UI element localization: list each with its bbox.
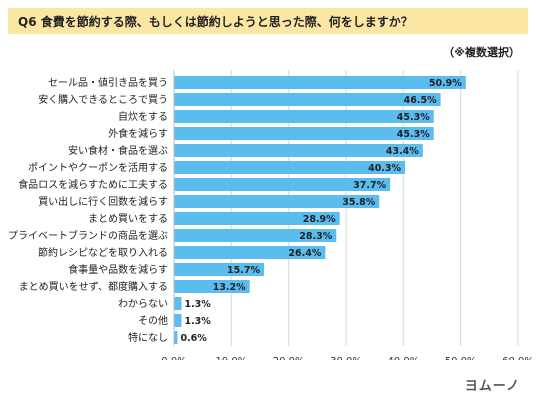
bar-chart: 0.0% 10.0% 20.0% 30.0% 40.0% 50.0% 60.0% セール品・値… bbox=[8, 70, 534, 360]
value-label: 0.6% bbox=[180, 333, 207, 344]
category-label: 安い食材・食品を選ぶ bbox=[68, 144, 168, 157]
bar bbox=[174, 297, 182, 310]
category-label: 自炊をする bbox=[118, 110, 168, 123]
bar bbox=[174, 161, 406, 174]
value-label: 1.3% bbox=[184, 316, 211, 327]
x-tick-label: 50.0% bbox=[445, 356, 477, 360]
category-label: セール品・値引き品を買う bbox=[48, 76, 168, 89]
bar bbox=[174, 195, 380, 208]
category-label: ポイントやクーポンを活用する bbox=[28, 162, 168, 174]
value-label: 46.5% bbox=[404, 95, 437, 106]
bar bbox=[174, 110, 434, 123]
value-label: 28.3% bbox=[299, 231, 332, 242]
value-label: 35.8% bbox=[342, 197, 375, 208]
bar bbox=[174, 246, 326, 259]
category-label: 買い出しに行く回数を減らす bbox=[38, 195, 168, 208]
value-label: 45.3% bbox=[397, 129, 430, 140]
category-label: まとめ買いをせず、都度購入する bbox=[19, 280, 168, 293]
value-label: 28.9% bbox=[303, 214, 336, 225]
bar bbox=[174, 212, 340, 225]
category-label: その他 bbox=[138, 314, 168, 327]
value-label: 50.9% bbox=[429, 78, 462, 89]
bar bbox=[174, 76, 466, 89]
value-label: 13.2% bbox=[213, 282, 246, 293]
bar bbox=[174, 127, 434, 140]
category-label: まとめ買いをする bbox=[88, 213, 168, 225]
bar bbox=[174, 280, 250, 293]
value-label: 15.7% bbox=[227, 265, 260, 276]
bar bbox=[174, 331, 178, 344]
chart-title: Q6 食費を節約する際、もしくは節約しようと思った際、何をしますか？ bbox=[18, 15, 413, 29]
x-tick-label: 60.0% bbox=[502, 356, 534, 360]
category-label: 特になし bbox=[128, 332, 168, 344]
chart-subtitle: （※複数選択） bbox=[443, 46, 520, 59]
x-tick-label: 20.0% bbox=[273, 356, 305, 360]
category-label: 食事量や品数を減らす bbox=[68, 263, 168, 276]
x-tick-label: 0.0% bbox=[161, 356, 186, 360]
value-label: 37.7% bbox=[353, 180, 386, 191]
bar bbox=[174, 229, 337, 242]
value-label: 43.4% bbox=[386, 146, 419, 157]
value-label: 40.3% bbox=[368, 163, 401, 174]
category-label: プライベートブランドの商品を選ぶ bbox=[8, 229, 168, 242]
value-label: 1.3% bbox=[184, 299, 211, 310]
category-label: 食品ロスを減らすために工夫する bbox=[18, 178, 168, 191]
category-label: 外食を減らす bbox=[108, 127, 168, 140]
x-tick-label: 10.0% bbox=[215, 356, 247, 360]
bar bbox=[174, 93, 441, 106]
category-label: 安く購入できるところで買う bbox=[38, 93, 168, 106]
bar bbox=[174, 144, 423, 157]
value-label: 45.3% bbox=[397, 112, 430, 123]
x-tick-label: 40.0% bbox=[387, 356, 419, 360]
brand-logo: ヨムーノ bbox=[464, 379, 520, 394]
value-label: 26.4% bbox=[288, 248, 321, 259]
bar bbox=[174, 178, 391, 191]
bar bbox=[174, 263, 265, 276]
x-tick-label: 30.0% bbox=[330, 356, 362, 360]
title-bar: Q6 食費を節約する際、もしくは節約しようと思った際、何をしますか？ bbox=[8, 8, 528, 34]
category-label: 節約レシピなどを取り入れる bbox=[38, 246, 168, 259]
category-label: わからない bbox=[118, 298, 168, 310]
bar bbox=[174, 314, 182, 327]
